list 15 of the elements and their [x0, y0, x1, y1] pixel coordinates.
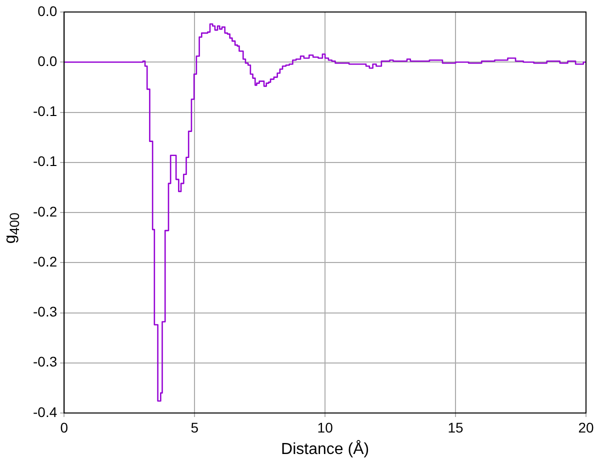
y-tick-label: -0.3 [33, 304, 58, 320]
x-tick-label: 15 [448, 419, 464, 436]
y-tick-label: -0.3 [33, 354, 58, 370]
y-tick-label: -0.2 [33, 203, 58, 220]
y-tick-label: 0.0 [38, 52, 58, 69]
x-tick-label: 0 [60, 419, 68, 436]
x-tick-label: 5 [190, 419, 199, 436]
x-tick-label: 20 [578, 419, 594, 436]
y-tick-label: -0.1 [33, 153, 58, 170]
y-tick-label: -0.4 [33, 404, 58, 420]
x-axis-title: Distance (Å) [281, 440, 370, 458]
x-tick-label: 10 [317, 419, 334, 436]
y-tick-label: 0.0 [38, 2, 58, 19]
y-tick-label: -0.1 [33, 103, 58, 120]
y-tick-label: -0.2 [33, 253, 58, 270]
